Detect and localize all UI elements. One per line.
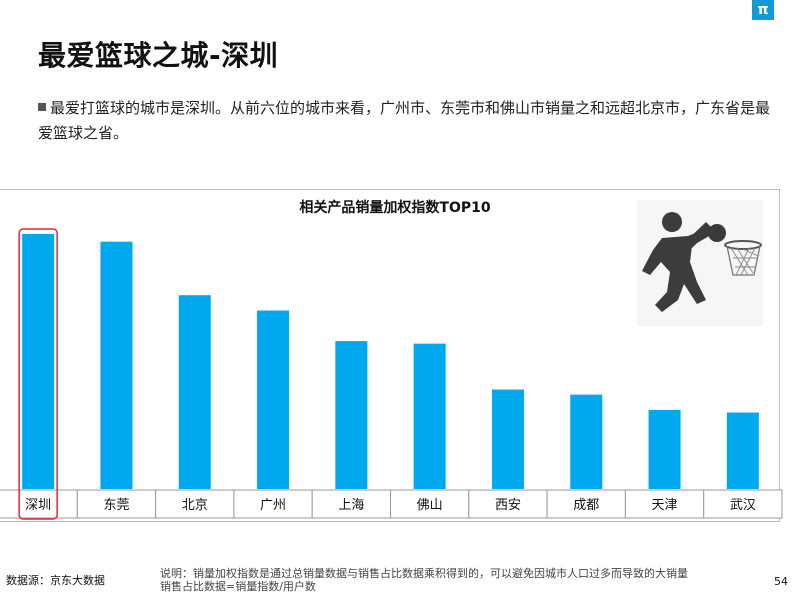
category-cell-8 [624,489,705,519]
category-axis: 深圳 东莞 北京 广州 上海 佛山 西安 成都 天津 武汉 [0,228,783,520]
category-cell-6 [468,489,548,519]
footer-note-line2: 销售占比数据=销量指数/用户数 [160,580,316,593]
description-text: 最爱打篮球的城市是深圳。从前六位的城市来看，广州市、东莞市和佛山市销量之和远超北… [38,99,771,142]
category-label-2: 北京 [182,498,208,513]
category-label-1: 东莞 [103,498,129,513]
page-number: 54 [774,575,788,588]
footer-note-line1: 说明：销量加权指数是通过总销量数据与销售占比数据乘积得到的，可以避免因城市人口过… [160,567,688,580]
category-label-8: 天津 [652,498,678,513]
category-label-5: 佛山 [417,498,443,513]
bullet-icon [38,103,46,111]
category-cell-1 [76,489,157,519]
footer-note: 说明：销量加权指数是通过总销量数据与销售占比数据乘积得到的，可以避免因城市人口过… [160,567,760,593]
basketball-player-dunk-icon [637,200,763,326]
bars-group [22,234,759,489]
category-label-4: 上海 [338,498,364,513]
bar-1 [100,241,133,489]
page-title: 最爱篮球之城-深圳 [38,39,279,72]
description-paragraph: 最爱打篮球的城市是深圳。从前六位的城市来看，广州市、东莞市和佛山市销量之和远超北… [38,96,778,146]
category-label-9: 武汉 [730,498,756,513]
category-label-7: 成都 [573,498,599,513]
bar-2 [178,295,211,489]
highlight-box [18,228,58,520]
footer-source: 数据源：京东大数据 [6,574,105,587]
bar-3 [257,310,290,489]
category-cell-9 [703,489,783,519]
category-cell-3 [233,489,313,519]
bar-9 [726,412,759,489]
bar-8 [648,409,681,489]
brand-logo-badge: π [752,0,774,20]
bar-6 [491,389,524,489]
category-cell-5 [390,489,470,519]
bar-7 [570,394,603,489]
bar-4 [335,341,368,489]
category-label-6: 西安 [495,498,521,513]
category-label-0: 深圳 [25,498,51,513]
category-cell-2 [155,489,235,519]
bar-0 [22,234,55,489]
category-label-3: 广州 [260,498,286,513]
chart-title: 相关产品销量加权指数TOP10 [299,200,491,216]
bar-5 [413,343,446,489]
category-cell-7 [546,489,626,519]
